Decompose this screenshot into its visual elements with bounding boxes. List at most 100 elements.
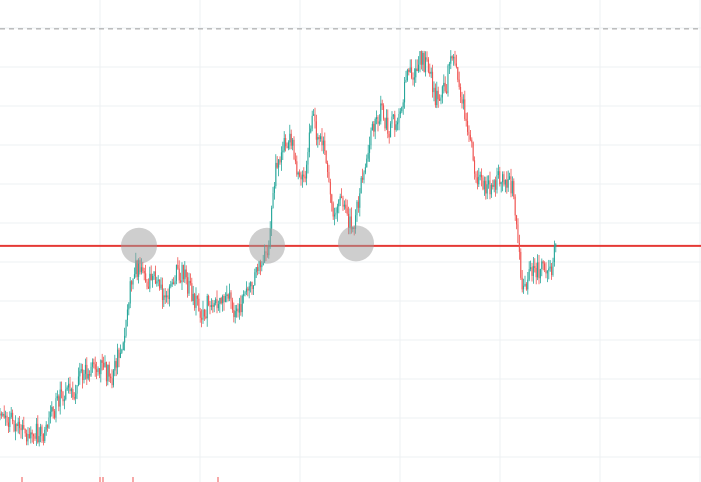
candle-body (224, 296, 226, 302)
candle-body (289, 133, 291, 143)
candle-body (339, 196, 341, 201)
candle-body (21, 425, 23, 431)
candle-body (187, 277, 189, 294)
candle-body (332, 203, 334, 217)
candle-body (175, 264, 177, 281)
candle-body (16, 424, 18, 426)
candle-body (534, 266, 536, 268)
touch-markers (121, 225, 374, 264)
candle-body (399, 111, 401, 114)
candle-body (535, 268, 537, 278)
candle-body (220, 297, 222, 304)
candle-body (89, 374, 91, 376)
candle-body (212, 305, 214, 307)
candle-body (504, 180, 506, 185)
candle-body (103, 362, 105, 368)
candle-body (483, 180, 485, 190)
candle-body (346, 208, 348, 214)
candle-body (507, 179, 509, 188)
candle-body (395, 124, 397, 130)
candle-body (20, 428, 22, 431)
candle-body (348, 213, 350, 228)
candle-body (447, 65, 449, 94)
candle-body (440, 97, 442, 101)
candle-body (252, 285, 254, 289)
candle-body (237, 308, 239, 313)
candle-body (341, 196, 343, 198)
candle-body (83, 373, 85, 380)
candle-body (12, 412, 14, 422)
candle-body (198, 298, 200, 312)
candle-body (139, 260, 141, 273)
touch-marker-circle (338, 225, 374, 262)
candle-body (241, 295, 243, 313)
candle-body (444, 82, 446, 92)
candle-body (114, 361, 116, 371)
candle-body (460, 87, 462, 97)
candle-body (355, 215, 357, 229)
candle-body (13, 421, 15, 432)
candle-body (514, 196, 516, 216)
candle-body (192, 293, 194, 301)
candle-body (506, 180, 508, 188)
candle-body (321, 136, 323, 146)
candle-body (163, 295, 165, 300)
candle-body (311, 115, 313, 129)
candle-body (93, 362, 95, 365)
candle-body (205, 316, 207, 319)
candle-body (2, 413, 4, 416)
candle-body (293, 139, 295, 160)
candle-body (196, 295, 198, 299)
candle-body (272, 193, 274, 208)
candle-body (292, 139, 294, 146)
candle-body (432, 71, 434, 93)
candle-body (146, 281, 148, 287)
candle-body (126, 309, 128, 320)
candle-body (530, 267, 532, 270)
candle-body (34, 436, 36, 439)
candle-body (229, 292, 231, 299)
candle-body (462, 99, 464, 104)
candle-body (425, 57, 427, 73)
candle-body (437, 90, 439, 100)
candle-body (115, 361, 117, 368)
candle-body (427, 59, 429, 72)
candle-body (546, 270, 548, 274)
candle-body (121, 350, 123, 353)
candle-body (68, 383, 70, 388)
candle-body (9, 416, 11, 427)
candle-body (329, 181, 331, 195)
candle-body (244, 291, 246, 294)
candle-body (94, 364, 96, 370)
candle-body (96, 369, 98, 372)
candle-body (388, 133, 390, 138)
candle-body (110, 376, 112, 379)
candle-body (465, 118, 467, 121)
candle-body (472, 142, 474, 161)
candle-body (331, 194, 333, 204)
candle-body (373, 123, 375, 132)
candle-body (54, 411, 56, 418)
candle-body (191, 283, 193, 301)
candle-body (409, 67, 411, 72)
candle-body (531, 267, 533, 276)
candle-body (119, 352, 121, 358)
candle-body (142, 267, 144, 272)
candle-body (56, 396, 58, 399)
candle-body (150, 273, 152, 281)
candle-body (335, 212, 337, 215)
candle-body (401, 107, 403, 112)
candle-body (182, 265, 184, 280)
candle-body (433, 87, 435, 93)
candle-body (527, 279, 529, 290)
candle-body (231, 300, 233, 310)
candle-body (87, 374, 89, 379)
candle-body (26, 433, 28, 442)
candle-body (345, 204, 347, 209)
candle-body (429, 71, 431, 74)
candle-body (387, 117, 389, 134)
candle-body (188, 280, 190, 294)
candle-body (219, 297, 221, 305)
candle-body (164, 295, 166, 298)
